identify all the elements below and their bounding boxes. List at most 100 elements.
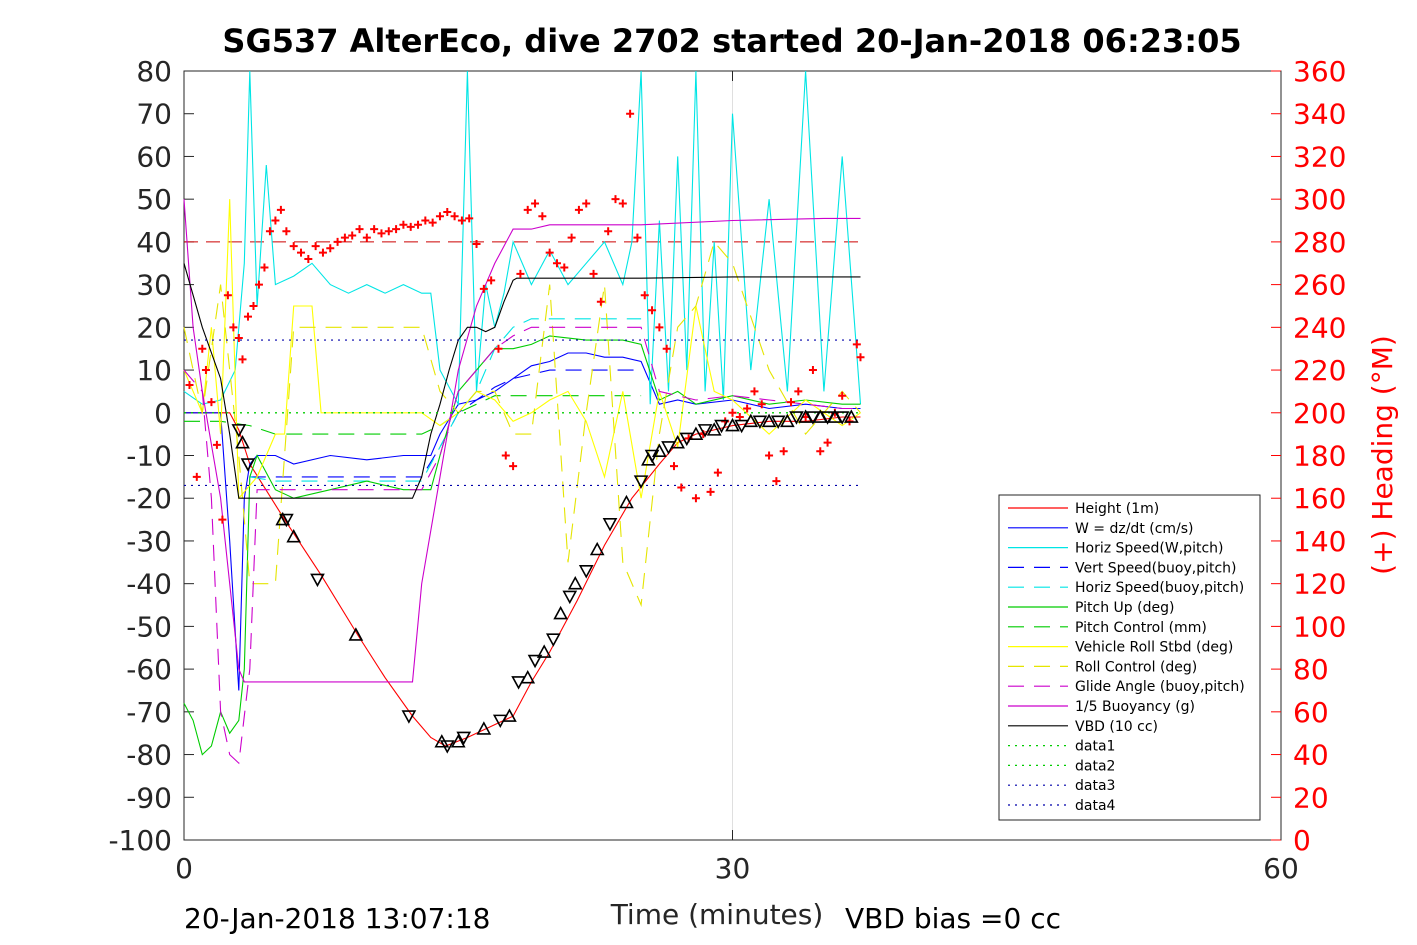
y-tick-label: -60 (126, 653, 172, 686)
right-axis-ticks: 3603403203002802602402202001801601401201… (1293, 55, 1346, 857)
heading-point (406, 222, 415, 231)
heading-point (207, 398, 216, 407)
heading-point (218, 515, 227, 524)
y-tick-label: -30 (126, 525, 172, 558)
y-tick-label: -80 (126, 739, 172, 772)
triangle-marker (725, 417, 740, 432)
y-tick-label: 40 (136, 226, 172, 259)
heading-point (545, 248, 554, 257)
y2-tick-label: 100 (1293, 610, 1346, 643)
heading-point (399, 220, 408, 229)
y2-tick-label: 60 (1293, 696, 1329, 729)
triangle-marker (578, 565, 594, 579)
heading-point (823, 438, 832, 447)
triangle-marker (456, 731, 472, 746)
triangle-marker (536, 644, 552, 658)
heading-point (421, 216, 430, 225)
heading-point (457, 216, 466, 225)
marker-layer (231, 409, 859, 754)
heading-point (794, 387, 803, 396)
series-line-11 (183, 263, 861, 499)
heading-point (428, 218, 437, 227)
legend-label: Roll Control (deg) (1075, 659, 1197, 675)
triangle-marker (240, 458, 256, 472)
heading-point (297, 248, 306, 257)
heading-point (450, 212, 459, 221)
legend-label: data1 (1075, 739, 1115, 755)
triangle-marker (450, 734, 466, 748)
triangle-marker (602, 518, 618, 532)
triangle-marker (235, 435, 250, 449)
triangle-marker (633, 475, 649, 489)
triangle-marker (714, 419, 729, 434)
heading-point (538, 212, 547, 221)
y-tick-label: 70 (136, 98, 172, 131)
heading-point (560, 263, 569, 272)
legend-label: 1/5 Buoyancy (g) (1075, 699, 1195, 715)
y-tick-label: 80 (136, 55, 172, 88)
heading-point (414, 220, 423, 229)
heading-point (552, 259, 561, 268)
heading-point (192, 472, 201, 481)
y2-tick-label: 320 (1293, 140, 1346, 173)
heading-point (276, 205, 285, 214)
y2-tick-label: 80 (1293, 653, 1329, 686)
heading-point (750, 387, 759, 396)
triangle-marker (619, 494, 634, 509)
triangle-marker (401, 710, 417, 724)
y2-tick-label: 140 (1293, 525, 1346, 558)
heading-point (271, 216, 280, 225)
triangle-marker (670, 435, 685, 449)
heading-point (465, 214, 474, 223)
legend-label: Horiz Speed(W,pitch) (1075, 541, 1223, 557)
heading-point (838, 391, 847, 400)
y2-tick-label: 20 (1293, 781, 1329, 814)
heading-point (229, 323, 238, 332)
heading-point (567, 233, 576, 242)
legend-label: data3 (1075, 778, 1115, 794)
heading-point (201, 366, 210, 375)
legend-label: data2 (1075, 758, 1115, 774)
legend-label: data4 (1075, 798, 1116, 814)
heading-point (318, 248, 327, 257)
y2-tick-label: 340 (1293, 98, 1346, 131)
heading-point (472, 240, 481, 249)
y-tick-label: 60 (136, 140, 172, 173)
y-tick-label: -70 (126, 696, 172, 729)
heading-point (655, 323, 664, 332)
heading-point (249, 301, 258, 310)
triangle-marker (502, 708, 517, 722)
y2-tick-label: 220 (1293, 354, 1346, 387)
heading-point (772, 477, 781, 486)
y2-tick-label: 260 (1293, 269, 1346, 302)
heading-point (779, 447, 788, 456)
triangle-marker (553, 605, 568, 620)
heading-point (501, 451, 510, 460)
legend: Height (1m) W = dz/dt (cm/s) Horiz Speed(W… (998, 494, 1261, 821)
chart-title: SG537 AlterEco, dive 2702 started 20-Jan… (222, 22, 1241, 60)
x-axis-ticks: 0 30 60 (175, 71, 1299, 885)
y-tick-label: -20 (126, 482, 172, 515)
heading-point (757, 400, 766, 409)
triangle-marker (789, 411, 804, 425)
right-axis-label: (+) Heading (°M) (1366, 335, 1399, 575)
y2-tick-label: 280 (1293, 226, 1346, 259)
heading-point (531, 199, 540, 208)
heading-point (596, 297, 605, 306)
heading-point (265, 227, 274, 236)
triangle-marker (562, 590, 578, 605)
triangle-marker (706, 422, 722, 436)
legend-label: Height (1m) (1075, 501, 1159, 517)
legend-label: W = dz/dt (cm/s) (1075, 521, 1194, 537)
series-line-9 (183, 326, 861, 765)
heading-point (282, 227, 291, 236)
heading-point (494, 344, 503, 353)
series-line-6 (184, 395, 642, 435)
legend-label: VBD (10 cc) (1075, 719, 1158, 735)
heading-point (677, 483, 686, 492)
heading-point (735, 413, 744, 422)
heading-point (487, 276, 496, 285)
triangle-marker (231, 424, 247, 438)
heading-point (787, 398, 796, 407)
